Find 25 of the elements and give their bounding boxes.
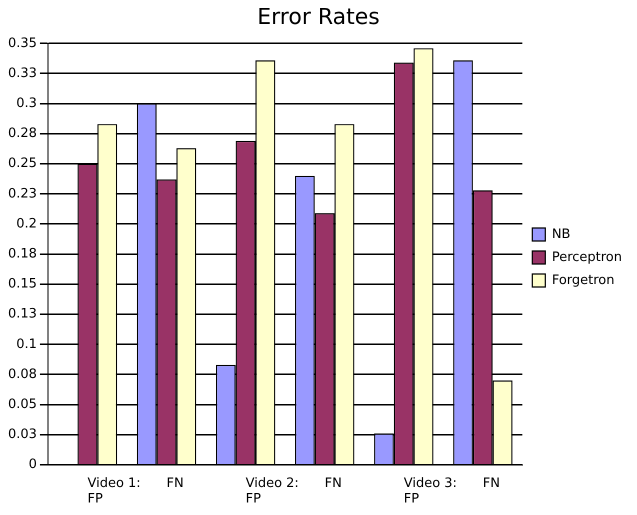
y-tick-label: 0.05 (8, 396, 37, 412)
y-tick-label: 0.3 (16, 96, 37, 111)
y-tick-label: 0.25 (8, 156, 37, 172)
y-tick-label: 0.08 (8, 366, 37, 382)
x-tick-label: FN (324, 476, 342, 491)
legend-label: NB (552, 226, 570, 242)
y-tick-label: 0.33 (8, 66, 37, 81)
y-tick-label: 0.28 (8, 126, 37, 142)
x-tick-label: FN (166, 476, 184, 491)
y-tick-label: 0.15 (8, 276, 37, 292)
y-tick-label: 0.23 (8, 186, 37, 202)
y-tick-label: 0.1 (16, 336, 37, 352)
y-tick-label: 0 (28, 457, 37, 472)
chart-title: Error Rates (257, 4, 380, 30)
x-tick-label: FN (482, 476, 500, 491)
legend-label: Forgetron (552, 272, 615, 288)
y-tick-label: 0.13 (8, 306, 37, 322)
x-tick-label: Video 1: FP (87, 476, 141, 507)
y-tick-label: 0.35 (8, 36, 37, 51)
legend-label: Perceptron (552, 250, 622, 265)
x-tick-label: Video 2: FP (246, 476, 299, 507)
y-tick-label: 0.18 (8, 246, 37, 262)
x-tick-label: Video 3: FP (404, 476, 457, 507)
y-tick-label: 0.03 (8, 427, 37, 442)
y-tick-label: 0.2 (16, 216, 37, 232)
